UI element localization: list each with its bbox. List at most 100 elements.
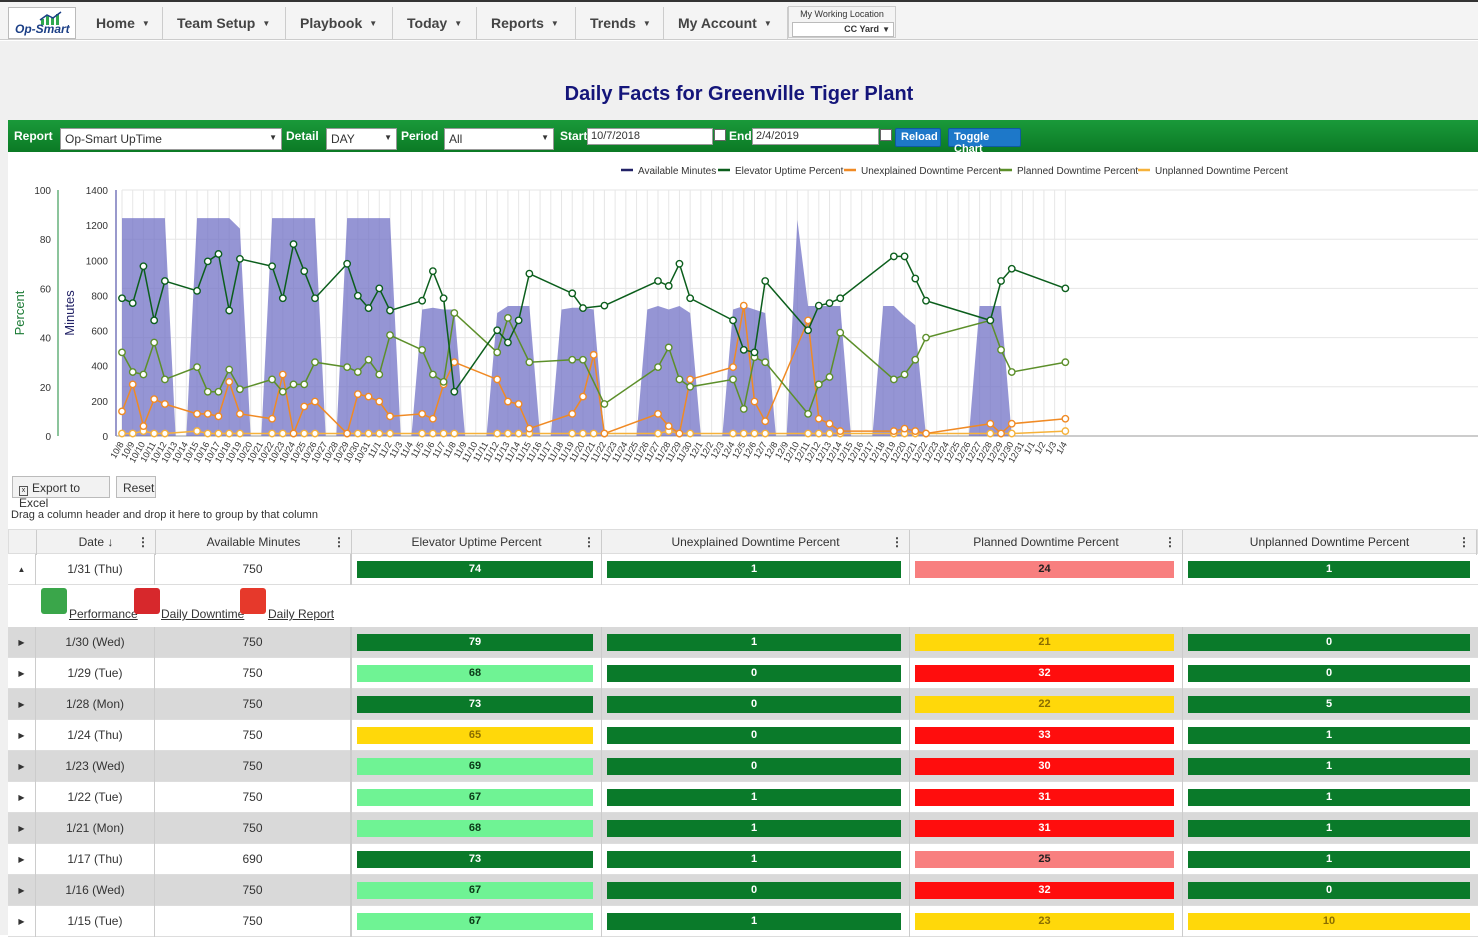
table-row[interactable]: ▶ 1/15 (Tue) 750 67 1 23 10 — [8, 906, 1478, 937]
nav-team-setup[interactable]: Team Setup ▼ — [163, 7, 286, 39]
available-minutes-cell: 750 — [155, 720, 351, 751]
expand-row-icon[interactable]: ▶ — [8, 906, 36, 937]
header-planned[interactable]: Planned Downtime Percent ⋮ — [910, 530, 1183, 555]
calendar-icon[interactable] — [714, 129, 726, 141]
unplanned-point — [761, 429, 770, 438]
uptime-status-bar: 69 — [357, 758, 593, 775]
nav-reports[interactable]: Reports ▼ — [477, 7, 576, 39]
calendar-icon[interactable] — [880, 129, 892, 141]
export-to-excel-button[interactable]: x Export to Excel — [12, 476, 110, 510]
planned-status-bar: 22 — [915, 696, 1174, 713]
table-row[interactable]: ▶ 1/28 (Mon) 750 73 0 22 5 — [8, 689, 1478, 720]
header-uptime[interactable]: Elevator Uptime Percent ⋮ — [352, 530, 602, 555]
table-row[interactable]: ▶ 1/16 (Wed) 750 67 0 32 0 — [8, 875, 1478, 906]
unplanned-point — [814, 429, 823, 438]
planned-point — [911, 355, 920, 364]
uptime-status-bar: 73 — [357, 851, 593, 868]
unexplained-point — [128, 380, 137, 389]
op-smart-logo[interactable]: Op-Smart — [8, 7, 76, 39]
detail-select[interactable]: DAY ▼ — [326, 128, 397, 150]
expand-row-icon[interactable]: ▶ — [8, 751, 36, 782]
period-select[interactable]: All ▼ — [444, 128, 554, 150]
header-date[interactable]: Date ↓ ⋮ — [37, 530, 156, 555]
unexplained-point — [911, 427, 920, 435]
unexplained-point — [922, 429, 930, 438]
column-divider — [1182, 906, 1183, 937]
reset-button[interactable]: Reset — [116, 476, 156, 498]
table-row[interactable]: ▶ 1/17 (Thu) 690 73 1 25 1 — [8, 844, 1478, 875]
performance-icon[interactable] — [41, 588, 67, 614]
column-divider — [909, 627, 910, 658]
legend-entry: Available Minutes — [638, 166, 716, 177]
table-row[interactable]: ▶ 1/22 (Tue) 750 67 1 31 1 — [8, 782, 1478, 813]
column-menu-icon: ⋮ — [583, 535, 595, 549]
planned-point — [268, 375, 276, 384]
end-date-input[interactable]: 2/4/2019 — [752, 128, 879, 145]
unexplained-status-bar: 1 — [607, 851, 901, 868]
performance-link[interactable]: Performance — [69, 607, 138, 621]
daily-downtime-icon[interactable] — [134, 588, 160, 614]
unexplained-point — [739, 301, 748, 310]
column-divider — [601, 720, 602, 751]
uptime-status-bar: 67 — [357, 789, 593, 806]
table-row[interactable]: ▲ 1/31 (Thu) 750 74 1 24 1 — [8, 554, 1478, 585]
report-select[interactable]: Op-Smart UpTime ▼ — [60, 128, 282, 150]
expand-row-icon[interactable]: ▶ — [8, 720, 36, 751]
trend-chart: 0204060801000200400600800100012001400Per… — [12, 166, 1478, 465]
collapse-row-icon[interactable]: ▲ — [8, 554, 36, 585]
table-row[interactable]: ▶ 1/30 (Wed) 750 79 1 21 0 — [8, 627, 1478, 658]
daily-report-icon[interactable] — [240, 588, 266, 614]
uptime-point — [353, 291, 362, 300]
unplanned-point — [568, 429, 577, 438]
unexplained-point — [300, 402, 309, 411]
expand-row-icon[interactable]: ▶ — [8, 875, 36, 906]
start-date-input[interactable]: 10/7/2018 — [587, 128, 713, 145]
unplanned-point — [750, 429, 759, 438]
expand-row-icon[interactable]: ▶ — [8, 782, 36, 813]
working-location-select[interactable]: CC Yard ▼ — [792, 22, 894, 37]
header-available-minutes[interactable]: Available Minutes ⋮ — [156, 530, 352, 555]
expand-row-icon[interactable]: ▶ — [8, 627, 36, 658]
unexplained-status-bar: 0 — [607, 696, 901, 713]
grid-header-row: Date ↓ ⋮ Available Minutes ⋮ Elevator Upti… — [8, 529, 1478, 555]
toggle-chart-button[interactable]: Toggle Chart — [948, 128, 1021, 155]
planned-point — [579, 355, 587, 364]
expand-row-icon[interactable]: ▶ — [8, 689, 36, 720]
planned-point — [203, 387, 212, 396]
table-row[interactable]: ▶ 1/29 (Tue) 750 68 0 32 0 — [8, 658, 1478, 689]
daily-downtime-link[interactable]: Daily Downtime — [161, 607, 245, 621]
uptime-point — [439, 294, 448, 303]
unplanned-status-bar: 0 — [1188, 882, 1470, 899]
uptime-point — [150, 316, 159, 325]
header-unplanned[interactable]: Unplanned Downtime Percent ⋮ — [1183, 530, 1477, 555]
expand-row-icon[interactable]: ▶ — [8, 844, 36, 875]
column-divider — [1182, 782, 1183, 813]
unplanned-status-bar: 1 — [1188, 789, 1470, 806]
nav-home[interactable]: Home ▼ — [82, 7, 163, 39]
expand-row-icon[interactable]: ▶ — [8, 813, 36, 844]
column-divider — [601, 875, 602, 906]
header-unexplained[interactable]: Unexplained Downtime Percent ⋮ — [602, 530, 910, 555]
unexplained-point — [600, 429, 609, 438]
uptime-status-bar: 67 — [357, 882, 593, 899]
expand-row-icon[interactable]: ▶ — [8, 658, 36, 689]
nav-playbook[interactable]: Playbook ▼ — [286, 7, 393, 39]
nav-my-account[interactable]: My Account ▼ — [664, 7, 788, 39]
table-row[interactable]: ▶ 1/21 (Mon) 750 68 1 31 1 — [8, 813, 1478, 844]
nav-trends[interactable]: Trends ▼ — [576, 7, 664, 39]
unplanned-point — [118, 429, 126, 438]
unexplained-point — [278, 370, 287, 379]
column-divider — [909, 875, 910, 906]
table-row[interactable]: ▶ 1/24 (Thu) 750 65 0 33 1 — [8, 720, 1478, 751]
planned-point — [225, 365, 234, 374]
uptime-status-bar: 73 — [357, 696, 593, 713]
planned-point — [900, 370, 909, 379]
column-divider — [909, 906, 910, 937]
planned-point — [311, 358, 319, 367]
reload-button[interactable]: Reload — [895, 128, 941, 147]
daily-report-link[interactable]: Daily Report — [268, 607, 335, 621]
unexplained-point — [364, 392, 373, 401]
nav-today[interactable]: Today ▼ — [393, 7, 477, 39]
table-row[interactable]: ▶ 1/23 (Wed) 750 69 0 30 1 — [8, 751, 1478, 782]
column-divider — [909, 720, 910, 751]
